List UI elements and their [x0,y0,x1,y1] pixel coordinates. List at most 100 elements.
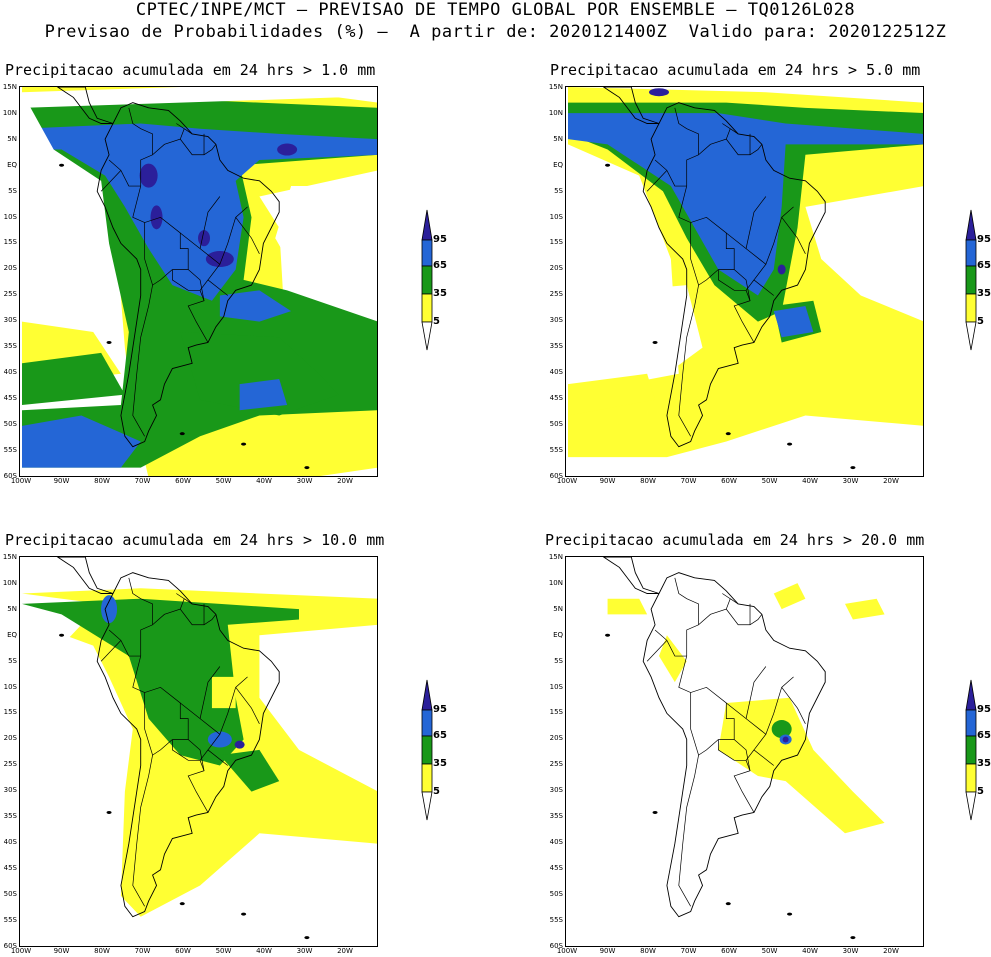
panel-title-5mm: Precipitacao acumulada em 24 hrs > 5.0 m… [550,61,921,79]
colorbar-label: 5 [977,316,984,327]
country-border [646,170,668,192]
lat-tick-label: EQ [7,160,17,169]
country-border [184,598,193,605]
colorbar-segment-below [421,321,433,351]
country-border [199,279,209,291]
country-border [726,608,763,626]
lon-tick-label: 50W [215,947,232,955]
lat-tick-label: EQ [7,630,17,639]
colorbar-segment-below [965,321,977,351]
no-prob-area [22,92,110,312]
lat-tick-label: 40S [549,367,563,376]
country-border [698,123,731,156]
country-border [733,269,751,301]
lat-tick-label: EQ [553,630,563,639]
prob-area-65 [568,113,923,296]
lat-tick-label: 50S [3,889,17,898]
country-border [698,593,731,626]
country-border [128,577,153,657]
colorbar-segment-65 [421,709,433,737]
island [59,163,65,167]
colorbar-label: 5 [433,786,440,797]
prob-area-95 [277,143,298,156]
lat-tick-label: 15S [3,708,17,717]
colorbar-segment-5 [421,293,433,323]
colorbar-label: 65 [977,730,991,741]
lat-tick-label: 5S [8,186,17,195]
prob-area-65 [22,415,141,468]
colorbar-label: 35 [977,288,991,299]
prob-area-65 [773,305,814,338]
prob-area-35 [22,352,125,406]
country-border [678,285,699,437]
header-title-line2: Previsao de Probabilidades (%) — A parti… [44,22,947,42]
country-border [180,206,248,265]
country-border [745,279,755,291]
lat-tick-label: 60S [3,941,17,950]
country-border [726,206,794,265]
country-border [745,749,755,761]
colorbar-label: 95 [433,234,447,245]
lon-tick-label: 70W [134,947,151,955]
lon-tick-label: 30W [842,947,859,955]
country-border [235,687,260,724]
country-border [128,107,153,187]
island [179,902,185,906]
island [725,902,731,906]
lon-tick-label: 100W [10,477,32,485]
colorbar-segment-below [421,791,433,821]
island [787,912,793,916]
lon-tick-label: 30W [296,947,313,955]
lat-tick-label: 25S [549,760,563,769]
lat-tick-label: 45S [549,393,563,402]
coastline-south-america [642,102,826,448]
country-border [184,128,193,135]
colorbar-bottom-left: 95 65 35 5 [418,678,468,828]
lat-tick-label: 30S [3,316,17,325]
lat-tick-label: 50S [3,419,17,428]
island [605,633,611,637]
prob-area-65 [22,123,377,301]
country-border [781,687,806,724]
lon-tick-label: 60W [721,477,737,485]
coastline-central-america [56,87,114,124]
lat-tick-label: 35S [3,812,17,820]
colorbar-segment-35 [965,735,977,765]
lon-tick-label: 60W [175,947,191,955]
island [106,810,112,814]
prob-area-95 [777,264,786,275]
lon-tick-label: 70W [134,477,151,485]
lat-tick-label: 20S [549,264,563,273]
lat-tick-label: 20S [3,264,17,273]
lat-tick-label: 50S [549,889,563,898]
country-border [108,159,141,187]
colorbar-segment-95 [965,209,977,241]
colorbar-segment-35 [421,265,433,295]
prob-area-5 [773,583,806,610]
lat-tick-label: 5N [553,134,563,143]
lat-tick-label: 5N [7,604,17,613]
country-border [654,629,687,657]
lat-tick-label: 45S [3,863,17,872]
lat-tick-label: 10S [3,212,17,221]
lat-tick-label: 15S [3,238,17,247]
lon-tick-label: 20W [883,947,899,955]
prob-area-35 [180,332,339,416]
lat-tick-label: EQ [553,160,563,169]
country-border [753,734,774,766]
country-border [199,666,221,719]
country-border [172,739,209,813]
panel-title-1mm: Precipitacao acumulada em 24 hrs > 1.0 m… [5,61,376,79]
prob-area-65 [239,378,288,411]
lat-tick-label: 10S [549,682,563,691]
prob-area-95 [198,230,211,247]
prob-area-65 [101,595,118,624]
lat-tick-label: 55S [3,915,17,924]
prob-area-5 [607,598,648,615]
colorbar-label: 95 [977,234,991,245]
colorbar-bottom-right: 95 65 35 5 [962,678,991,828]
lon-tick-label: 90W [599,947,616,955]
lon-tick-label: 80W [94,947,110,955]
lon-tick-label: 80W [94,477,110,485]
colorbar-segment-65 [965,709,977,737]
